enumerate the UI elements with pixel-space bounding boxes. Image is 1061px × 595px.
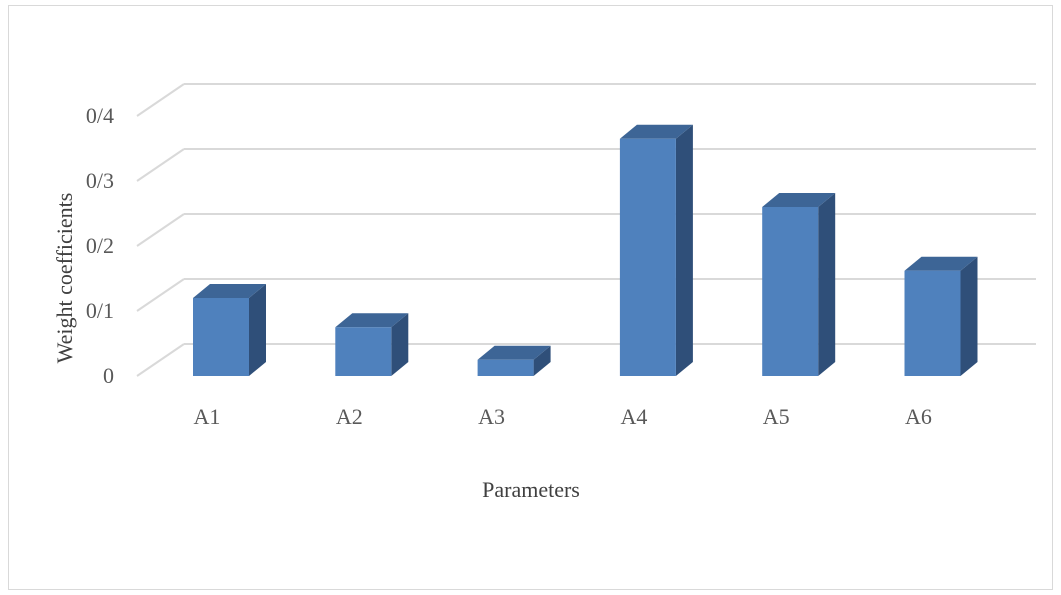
bar-side-face (818, 193, 836, 376)
bar-side-face (391, 313, 409, 376)
bar-top-face (904, 256, 978, 271)
chart-area (8, 5, 1053, 590)
bar-side-face (249, 284, 266, 376)
y-tick-label: 0/3 (86, 168, 114, 193)
y-tick-label: 0/1 (86, 298, 114, 323)
bar-front-face (335, 327, 392, 376)
gridline-diagonal (136, 278, 185, 312)
gridlines (136, 83, 1036, 377)
bar-a4 (619, 124, 693, 376)
bar-side-face (960, 256, 978, 376)
bar-a5 (762, 193, 836, 376)
x-axis-ticks: A1 A2 A3 A4 A5 A6 (194, 404, 932, 429)
x-tick-label: A1 (194, 404, 221, 429)
bar-side-face (533, 345, 551, 376)
bar-front-face (762, 207, 819, 376)
bar-side-face (675, 124, 693, 376)
x-tick-label: A6 (905, 404, 932, 429)
gridline-diagonal (136, 343, 185, 377)
y-axis-title: Weight coefficients (52, 193, 77, 364)
x-tick-label: A2 (336, 404, 363, 429)
bar-top-face (193, 284, 266, 298)
bar-a3 (477, 345, 551, 376)
y-tick-label: 0/4 (86, 103, 114, 128)
bar-front-face (904, 270, 961, 376)
gridline-diagonal (136, 148, 185, 182)
bars (193, 124, 978, 376)
x-tick-label: A5 (763, 404, 790, 429)
bar-front-face (619, 138, 676, 376)
x-tick-label: A4 (620, 404, 647, 429)
x-tick-label: A3 (478, 404, 505, 429)
x-axis-title: Parameters (482, 477, 580, 502)
bar-front-face (477, 359, 534, 376)
bar-a1 (193, 284, 266, 376)
y-axis-ticks: 0 0/1 0/2 0/3 0/4 (86, 103, 114, 388)
bar-top-face (762, 193, 836, 207)
bar-a2 (335, 313, 409, 376)
bar-top-face (477, 345, 551, 360)
y-tick-label: 0/2 (86, 233, 114, 258)
bar-front-face (193, 298, 249, 376)
y-tick-label: 0 (103, 363, 114, 388)
gridline-diagonal (136, 83, 185, 117)
bar-top-face (335, 313, 409, 328)
bar-a6 (904, 256, 978, 376)
gridline-diagonal (136, 213, 185, 247)
bar-top-face (619, 124, 693, 139)
